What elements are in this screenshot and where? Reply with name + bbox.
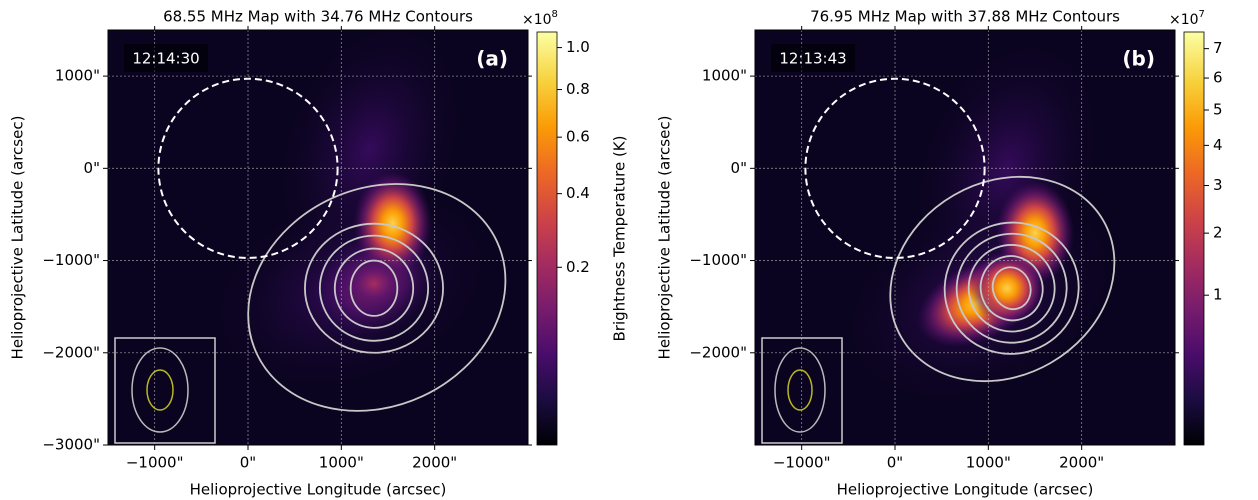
x-tick-label: −1000" [126, 454, 184, 472]
x-axis-label: Helioprojective Longitude (arcsec) [190, 481, 447, 499]
time-label: 12:14:30 [132, 50, 199, 68]
colorbar-multiplier: ×107 [1169, 9, 1205, 28]
colorbar [537, 32, 557, 445]
panel: −1000" 0" 1000" 2000" 1000" 0" −1000" −2000" −30… [9, 0, 629, 498]
multiplier-base: ×10 [1169, 12, 1199, 28]
panel-label: (b) [1122, 47, 1155, 71]
y-tick-label: −1000" [689, 251, 747, 269]
colorbar-tick-label: 1 [1213, 286, 1223, 304]
colorbar-tick-label: 2 [1213, 224, 1223, 242]
y-tick-label: 1000" [55, 67, 100, 85]
y-tick-label: −2000" [689, 343, 747, 361]
multiplier-exponent: 8 [552, 9, 558, 20]
colorbar-multiplier: ×108 [522, 9, 558, 28]
y-tick-label: −1000" [42, 251, 100, 269]
panel: −1000" 0" 1000" 2000" 1000" 0" −1000" −2000" 76.… [656, 8, 1258, 499]
x-tick-label: 0" [240, 454, 256, 472]
colorbar-tick-label: 3 [1213, 176, 1223, 194]
colorbar-tick-label: 1.0 [566, 38, 590, 56]
colorbar [1184, 32, 1204, 445]
colorbar-tick-label: 0.6 [566, 128, 590, 146]
colorbar-tick-label: 7 [1213, 39, 1223, 57]
y-tick-label: −3000" [42, 436, 100, 454]
x-axis-label: Helioprojective Longitude (arcsec) [837, 481, 1094, 499]
figure: −1000" 0" 1000" 2000" 1000" 0" −1000" −2000" −30… [0, 0, 1258, 500]
y-axis-label: Helioprojective Latitude (arcsec) [9, 116, 27, 360]
x-tick-label: 1000" [966, 454, 1011, 472]
colorbar-label: Brightness Temperature (K) [611, 136, 629, 342]
colorbar-tick-label: 5 [1213, 101, 1223, 119]
colorbar-tick-label: 0.4 [566, 184, 590, 202]
chart-title: 76.95 MHz Map with 37.88 MHz Contours [810, 8, 1120, 26]
time-label: 12:13:43 [779, 50, 846, 68]
multiplier-base: ×10 [522, 12, 552, 28]
colorbar-tick-label: 0.8 [566, 80, 590, 98]
y-tick-label: −2000" [42, 343, 100, 361]
colorbar-tick-label: 0.2 [566, 258, 590, 276]
map-image [755, 18, 1175, 445]
y-tick-label: 1000" [702, 67, 747, 85]
x-tick-label: 2000" [1059, 454, 1104, 472]
x-tick-label: −1000" [773, 454, 831, 472]
y-axis-label: Helioprojective Latitude (arcsec) [656, 116, 674, 360]
multiplier-exponent: 7 [1199, 9, 1205, 20]
y-tick-label: 0" [84, 159, 100, 177]
x-tick-label: 0" [887, 454, 903, 472]
x-tick-label: 1000" [319, 454, 364, 472]
chart-title: 68.55 MHz Map with 34.76 MHz Contours [163, 8, 473, 26]
panel-label: (a) [476, 47, 508, 71]
colorbar-tick-label: 4 [1213, 136, 1223, 154]
x-tick-label: 2000" [412, 454, 457, 472]
y-tick-label: 0" [731, 159, 747, 177]
colorbar-tick-label: 6 [1213, 69, 1223, 87]
